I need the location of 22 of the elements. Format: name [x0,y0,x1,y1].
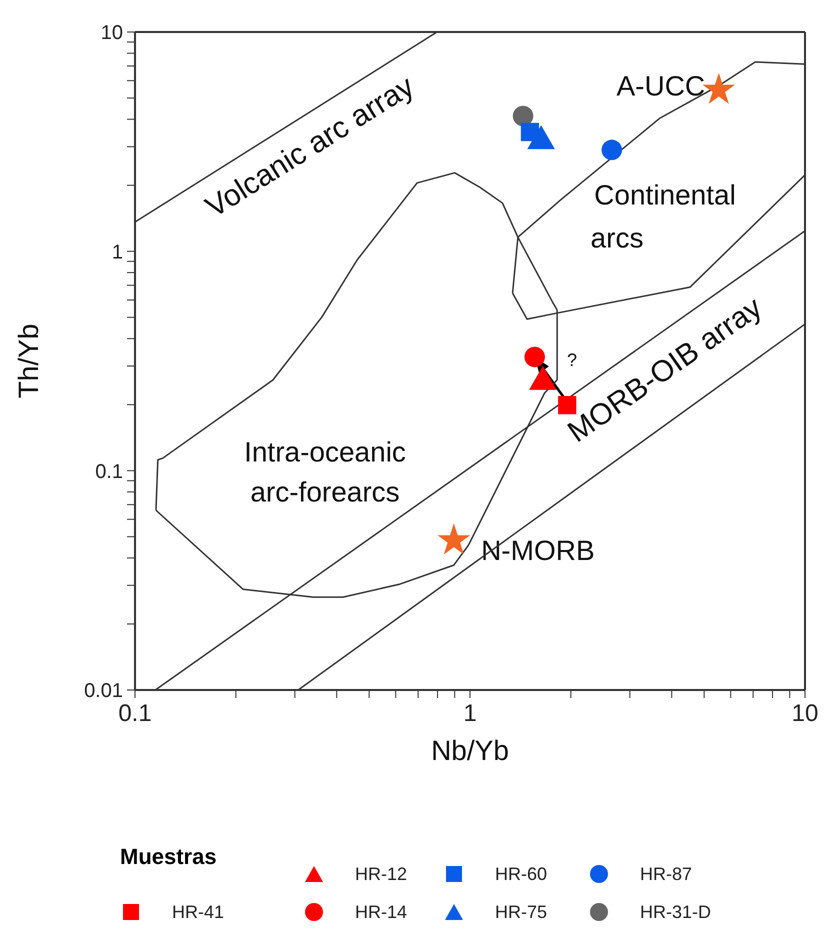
y-tick-label: 1 [112,241,123,264]
y-axis-title: Th/Yb [13,324,44,398]
legend-label: HR-75 [495,901,548,923]
y-tick-label: 10 [100,22,123,44]
annotation: Intra-oceanic [244,436,406,468]
annotation: A-UCC [616,70,706,102]
legend-label: HR-12 [355,863,408,885]
legend-label: HR-41 [172,901,224,923]
x-tick-label: 10 [792,700,818,728]
legend-title: Muestras [120,844,217,870]
x-tick-label: 0.1 [118,700,152,728]
x-axis-title: Nb/Yb [431,735,509,766]
legend-label: HR-31-D [640,901,712,923]
legend-label: HR-14 [355,901,408,923]
y-tick-label: 0.1 [95,460,123,483]
legend-label: HR-87 [640,863,692,885]
y-tick-label: 0.01 [84,680,123,702]
legend-label: HR-60 [495,863,548,885]
annotation: Continental [594,180,736,210]
annotation: arc-forearcs [250,476,400,508]
annotation: arcs [590,222,644,254]
x-tick-label: 1 [463,700,477,728]
